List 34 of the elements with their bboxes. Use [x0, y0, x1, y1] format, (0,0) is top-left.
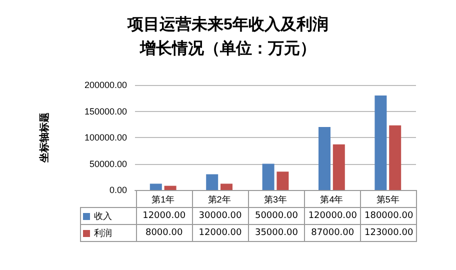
bar	[374, 96, 387, 190]
bar	[389, 125, 402, 190]
y-tick-label: 200000.00	[84, 80, 127, 90]
data-label: 12000.00	[136, 208, 192, 224]
bar	[220, 184, 232, 190]
data-label: 120000.00	[304, 208, 361, 224]
y-axis-title: 坐标轴标题	[38, 112, 50, 164]
data-label: 30000.00	[192, 208, 248, 224]
legend-label: 收入	[80, 208, 136, 224]
bar	[332, 144, 345, 190]
y-tick-label: 150000.00	[84, 106, 127, 116]
data-label: 87000.00	[304, 224, 361, 242]
bar	[318, 127, 330, 190]
bar	[150, 184, 162, 190]
bar	[262, 164, 274, 190]
y-tick-label: 100000.00	[84, 132, 127, 142]
chart-title: 项目运营未来5年收入及利润增长情况（单位：万元）	[126, 16, 328, 58]
data-label: 35000.00	[248, 224, 305, 242]
x-tick-label: 第2年	[208, 194, 231, 204]
data-label: 123000.00	[360, 224, 417, 242]
x-tick-label: 第1年	[152, 194, 175, 204]
bar	[276, 172, 289, 190]
data-label: 12000.00	[192, 224, 248, 242]
legend-label: 利润	[80, 224, 136, 242]
data-label: 8000.00	[136, 224, 192, 242]
data-label: 180000.00	[360, 208, 417, 224]
x-tick-label: 第4年	[320, 194, 344, 204]
x-tick-label: 第5年	[376, 194, 400, 204]
y-tick-label: 50000.00	[89, 158, 127, 169]
x-tick-label: 第3年	[264, 194, 288, 204]
y-tick-label: 0.00	[109, 185, 127, 195]
data-label: 50000.00	[248, 208, 305, 224]
bar	[164, 186, 176, 190]
bar	[206, 174, 218, 190]
